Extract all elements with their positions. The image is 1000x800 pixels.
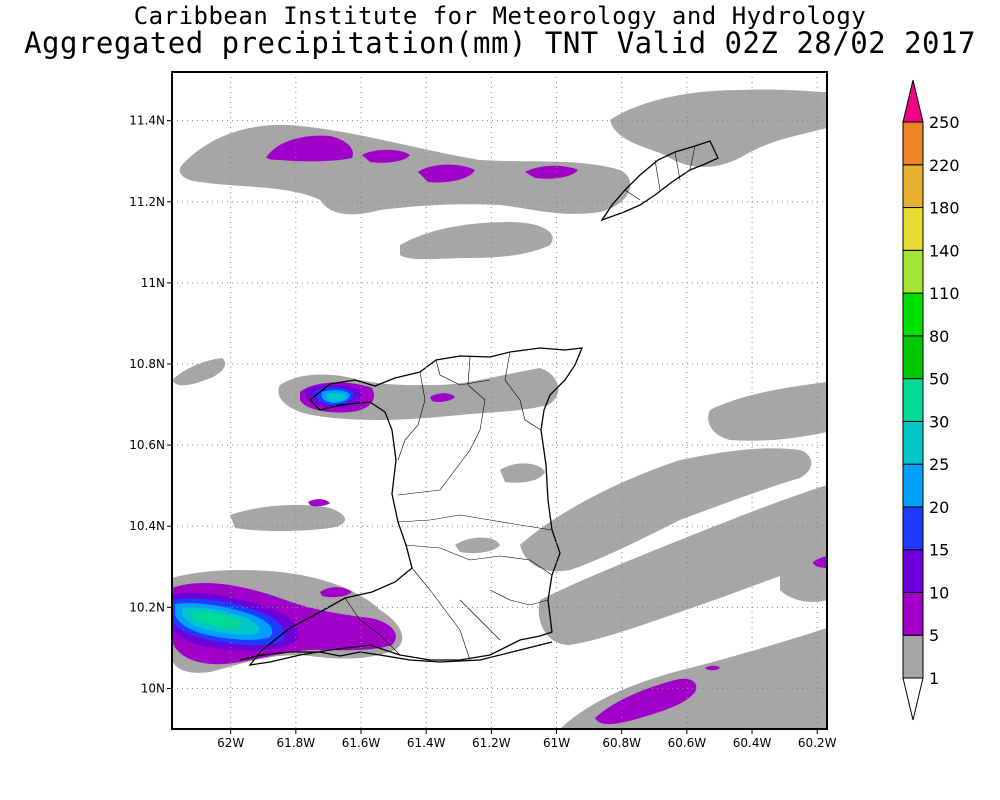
lat-tick-label: 10.8N: [129, 357, 165, 371]
colorbar-segment: [902, 378, 924, 422]
lat-tick-label: 10.4N: [129, 519, 165, 533]
lat-tick-label: 11N: [141, 276, 165, 290]
colorbar-segment: [902, 164, 924, 209]
lat-tick-label: 10.6N: [129, 438, 165, 452]
colorbar-segment: [902, 506, 924, 551]
colorbar-label: 25: [929, 455, 949, 474]
lon-tick-label: 61.2W: [472, 736, 511, 750]
colorbar-label: 220: [929, 156, 960, 175]
colorbar-label: 5: [929, 626, 939, 645]
admin-boundaries: [344, 145, 696, 661]
colorbar-label: 110: [929, 284, 960, 303]
longitude-axis: 62W 61.8W 61.6W 61.4W 61.2W 61W 60.8W 60.6W 60.4…: [217, 729, 837, 750]
colorbar-segment: [902, 207, 924, 251]
trinidad-island: [248, 347, 584, 666]
colorbar-label: 180: [929, 199, 960, 218]
colorbar-label: 250: [929, 113, 960, 132]
coastlines: [239, 140, 719, 666]
map-gridlines: [172, 72, 827, 729]
title-line-2: Aggregated precipitation(mm) TNT Valid 0…: [24, 26, 976, 60]
lon-tick-label: 61.6W: [342, 736, 381, 750]
colorbar-label: 140: [929, 241, 960, 260]
colorbar-segment: [902, 591, 924, 636]
lon-tick-label: 60.8W: [602, 736, 641, 750]
lon-tick-label: 61.8W: [277, 736, 316, 750]
title-line-1: Caribbean Institute for Meteorology and …: [133, 2, 867, 30]
colorbar-label: 50: [929, 370, 949, 389]
latitude-axis: 11.4N 11.2N 11N 10.8N 10.6N 10.4N 10.2N 10N: [129, 114, 172, 695]
colorbar-segment: [902, 121, 924, 166]
colorbar-segment: [902, 420, 924, 465]
lon-tick-label: 61W: [543, 736, 570, 750]
colorbar-label: 80: [929, 327, 949, 346]
tobago-island: [600, 140, 719, 222]
map-frame: [171, 71, 828, 730]
colorbar-segment: [902, 292, 924, 337]
colorbar-label: 20: [929, 498, 949, 517]
lat-tick-label: 10N: [141, 681, 165, 695]
colorbar-under-triangle: [902, 677, 924, 721]
lon-tick-label: 60.6W: [668, 736, 707, 750]
lat-tick-label: 11.4N: [129, 114, 165, 128]
lon-tick-label: 60.4W: [733, 736, 772, 750]
colorbar-label: 10: [929, 583, 949, 602]
colorbar-label: 1: [929, 669, 939, 688]
colorbar-segment: [902, 634, 924, 679]
lon-tick-label: 60.2W: [798, 736, 837, 750]
colorbar-segment: [902, 463, 924, 508]
colorbar-label: 15: [929, 541, 949, 560]
colorbar-label: 30: [929, 412, 949, 431]
colorbar-over-triangle: [902, 79, 924, 123]
precip-30-50mm: [192, 611, 242, 629]
lon-tick-label: 62W: [217, 736, 244, 750]
venezuela-coast: [239, 641, 553, 663]
colorbar-segment: [902, 249, 924, 294]
lat-tick-label: 11.2N: [129, 195, 165, 209]
lon-tick-label: 61.4W: [407, 736, 446, 750]
precipitation-field: [172, 89, 827, 729]
lat-tick-label: 10.2N: [129, 600, 165, 614]
colorbar-segment: [902, 549, 924, 593]
colorbar-segment: [902, 335, 924, 380]
